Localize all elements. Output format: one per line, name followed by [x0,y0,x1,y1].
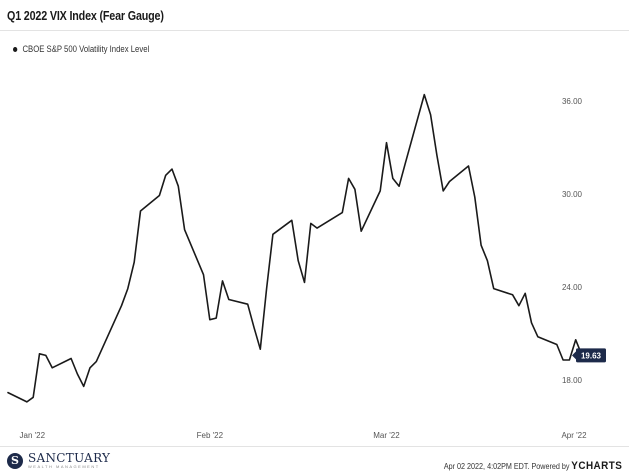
footer-divider [0,446,629,447]
sanctuary-logo-mark-icon: S [7,452,23,469]
x-tick-label: Jan '22 [20,431,46,440]
last-value-badge [576,348,606,363]
ycharts-brand: YCHARTS [570,460,622,472]
last-value-badge-pointer [572,351,576,360]
sanctuary-logo: S SANCTUARY WEALTH MANAGEMENT [7,452,110,469]
x-tick-label: Mar '22 [373,431,400,440]
y-tick-label: 36.00 [562,97,583,106]
logo-name: SANCTUARY [28,451,111,465]
legend-label: CBOE S&P 500 Volatility Index Level [22,44,150,54]
footer-attribution: Apr 02 2022, 4:02PM EDT. Powered by YCHA… [444,460,622,472]
footer-timestamp: Apr 02 2022, 4:02PM EDT. Powered by [443,462,570,471]
legend-marker [13,46,18,52]
logo-subtitle: WEALTH MANAGEMENT [28,464,100,469]
vix-series-line [7,93,583,403]
chart-title: Q1 2022 VIX Index (Fear Gauge) [7,9,164,23]
y-tick-label: 18.00 [562,376,583,385]
x-tick-label: Feb '22 [197,431,224,440]
sanctuary-logo-text: SANCTUARY WEALTH MANAGEMENT [28,452,110,469]
last-value-label: 19.63 [581,351,602,360]
header-divider [0,30,629,31]
y-tick-label: 30.00 [562,190,583,199]
vix-line-chart: 18.00 24.00 30.00 36.00 Jan '22 Feb '22 Mar '2… [7,93,606,440]
y-tick-label: 24.00 [562,283,583,292]
chart-legend: CBOE S&P 500 Volatility Index Level [13,44,149,54]
x-tick-label: Apr '22 [561,431,587,440]
